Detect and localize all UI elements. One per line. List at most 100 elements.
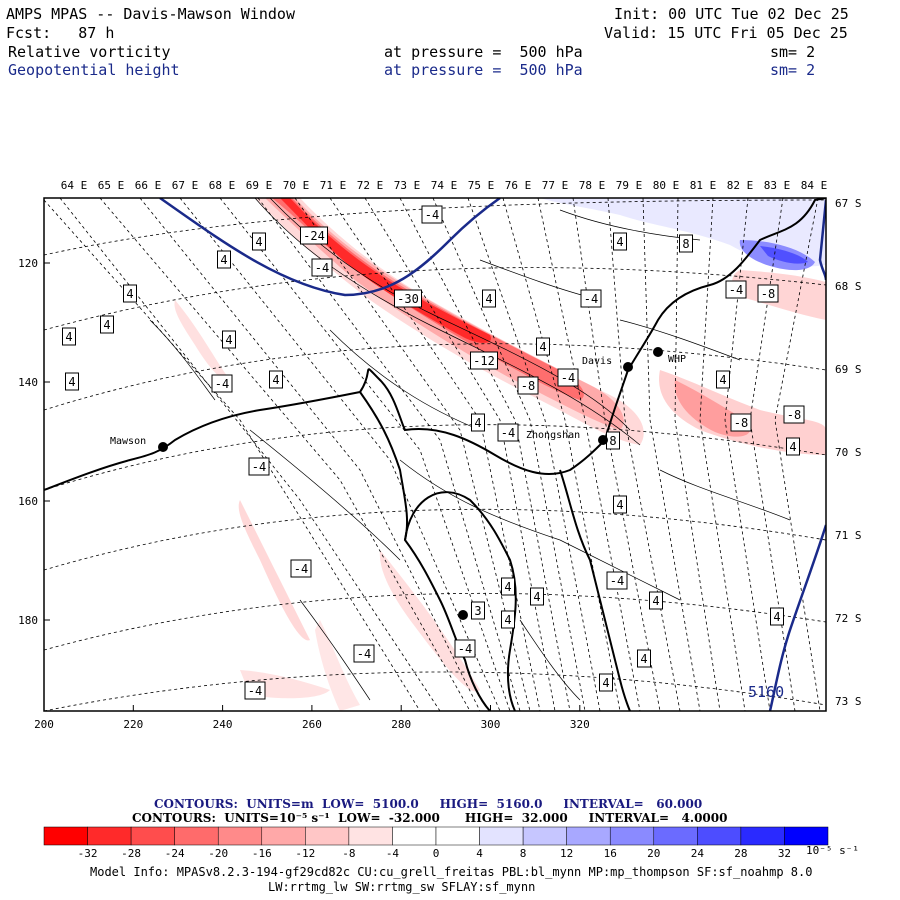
contour-label-text: -4 [501, 426, 515, 440]
colorbar-swatch [653, 826, 698, 846]
contour-label-box [311, 258, 333, 277]
contour-label-text: -4 [561, 371, 575, 385]
lon-label: 72 E [357, 179, 384, 192]
contour-label-text: 4 [652, 594, 659, 608]
contour-label-text: 4 [719, 373, 726, 387]
lon-label: 73 E [394, 179, 421, 192]
lon-label: 74 E [431, 179, 458, 192]
contour-label-text: 4 [255, 235, 262, 249]
contour-label-box [471, 413, 485, 432]
vorticity-contours [149, 198, 791, 701]
lon-label: 71 E [320, 179, 347, 192]
lon-label: 64 E [61, 179, 88, 192]
lon-label: 69 E [246, 179, 273, 192]
x-tick-label: 200 [34, 718, 54, 731]
contour-label-text: 4 [539, 340, 546, 354]
contour-label-text: -4 [458, 642, 472, 656]
colorbar-swatch [130, 826, 175, 846]
lon-label: 76 E [505, 179, 532, 192]
contour-label-box [222, 330, 236, 349]
contour-label-text: 4 [640, 652, 647, 666]
colorbar-swatch [87, 826, 132, 846]
contour-label-box [613, 232, 627, 251]
lat-label: 71 S [835, 529, 862, 542]
contour-label-text: -8 [787, 408, 801, 422]
station-label: Zhongshan [526, 430, 580, 441]
contour-label-box [497, 423, 519, 442]
model-info-line1: Model Info: MPASv8.2.3-194-gf29cd82c CU:… [90, 865, 813, 879]
y-tick-label: 140 [18, 376, 38, 389]
contour-label-box [786, 437, 800, 456]
colorbar-swatch [697, 826, 742, 846]
colorbar-tick-label: 16 [604, 847, 617, 860]
field2-name: Geopotential height [8, 61, 180, 79]
lon-label: 81 E [690, 179, 717, 192]
contour-label-text: 4 [504, 613, 511, 627]
contour-labels: -24 -4 -30 -4 4 4 4 4 4 4 4 -4 4 4 -4 4 8 -4 -8 4 -12 -8 -4 4 -8… [62, 205, 805, 700]
colorbar-swatch [435, 826, 480, 846]
contour-label-text: -4 [215, 377, 229, 391]
colorbar-swatch [217, 826, 263, 846]
colorbar-tick-label: -16 [252, 847, 272, 860]
station-marker [158, 442, 168, 452]
contour-label-box [62, 327, 76, 346]
contour-label-box [290, 559, 312, 578]
map-title: AMPS MPAS -- Davis-Mawson Window [6, 5, 295, 23]
lat-label: 70 S [835, 446, 862, 459]
contour-label-text: -4 [729, 283, 743, 297]
colorbar-tick-label: -12 [295, 847, 315, 860]
colorbar-tick-label: -32 [78, 847, 98, 860]
contour-label-text: 4 [220, 253, 227, 267]
colorbar-tick-label: 4 [476, 847, 483, 860]
contour-label-box [454, 639, 476, 658]
contour-label-box [100, 315, 114, 334]
colorbar-swatch [522, 826, 567, 846]
contour-label-text: 4 [474, 416, 481, 430]
contour-label-text: -12 [473, 354, 495, 368]
y-tick-label: 180 [18, 614, 38, 627]
contour-label-box [530, 587, 544, 606]
contour-label-box [470, 351, 498, 370]
contour-label-text: 8 [609, 434, 616, 448]
contour-label-box [244, 681, 266, 700]
contour-label-text: 4 [126, 287, 133, 301]
station-marker [598, 435, 608, 445]
map-field-layer: -24 -4 -30 -4 4 4 4 4 4 4 4 -4 4 4 -4 4 8 -4 -8 4 -12 -8 -4 4 -8… [44, 198, 826, 711]
colorbar-tick-label: 12 [560, 847, 573, 860]
lon-label: 70 E [283, 179, 310, 192]
contour-label-text: -4 [425, 208, 439, 222]
vorticity-contour-legend: CONTOURS: UNITS=10⁻⁵ s⁻¹ LOW= -32.000 HI… [132, 811, 728, 825]
longitude-labels: 64 E 65 E 66 E 67 E 68 E 69 E 70 E 71 E 72 E 73 E… [61, 179, 828, 192]
lon-label: 84 E [801, 179, 828, 192]
field1-name: Relative vorticity [8, 43, 171, 61]
map-frame [43, 197, 827, 712]
colorbar-tick-label: 8 [520, 847, 527, 860]
contour-label-box [248, 457, 270, 476]
colorbar-swatch [174, 826, 219, 846]
lat-label: 73 S [835, 695, 862, 708]
contour-label-text: 4 [485, 292, 492, 306]
contour-label-box [123, 284, 137, 303]
colorbar-tick-label: -8 [342, 847, 355, 860]
contour-label-box [421, 205, 443, 224]
colorbar-swatch [479, 826, 524, 846]
contour-label-text: -24 [303, 229, 325, 243]
contour-label-text: -4 [357, 647, 371, 661]
contour-label-box [269, 370, 283, 389]
contour-label-box [536, 337, 550, 356]
contour-label-box [679, 234, 693, 253]
contour-label-box [211, 374, 233, 393]
colorbar-swatch [566, 826, 611, 846]
contour-label-text: 3 [474, 604, 481, 618]
contour-label-text: -4 [610, 574, 624, 588]
coastline [44, 198, 826, 711]
station-marker [458, 610, 468, 620]
lon-label: 77 E [542, 179, 569, 192]
contour-label-box [770, 607, 784, 626]
colorbar-tick-label: -4 [386, 847, 400, 860]
colorbar-swatch [43, 826, 88, 846]
contour-label-box [252, 232, 266, 251]
station-label: Davis [582, 356, 612, 367]
y-axis-ticks: 120 140 160 180 [18, 257, 50, 627]
